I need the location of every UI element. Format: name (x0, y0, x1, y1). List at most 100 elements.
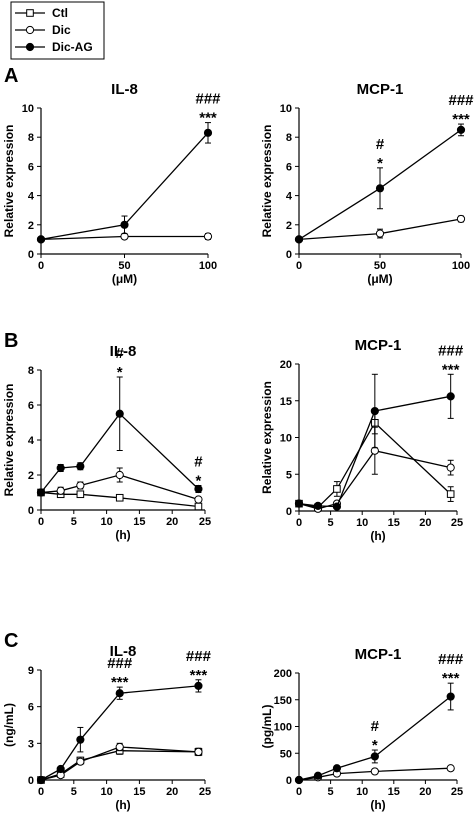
data-point (203, 128, 213, 137)
legend-marker-ctl (26, 9, 34, 17)
x-tick-label: 5 (71, 786, 77, 798)
legend-marker-dic-ag (25, 42, 35, 52)
y-tick-label: 6 (28, 400, 34, 412)
y-tick-label: 10 (280, 433, 292, 445)
y-tick-label: 4 (28, 191, 35, 203)
y-tick-label: 50 (280, 748, 292, 760)
data-point (76, 481, 85, 490)
x-tick-label: 10 (356, 517, 368, 529)
y-tick-label: 10 (280, 103, 292, 115)
data-point (76, 490, 85, 499)
data-point (375, 184, 385, 193)
x-tick-label: 25 (451, 517, 463, 529)
series-dic (36, 232, 213, 244)
x-tick-label: 20 (166, 786, 178, 798)
data-point (446, 490, 455, 498)
chart-a-mcp-1: MCP-1 0 50 100 0 2 4 6 8 10 (μM) Relative expressio… (260, 81, 474, 286)
x-axis-label: (h) (115, 798, 130, 812)
panel-labels: A B C (4, 65, 18, 652)
data-point (76, 757, 85, 766)
x-tick-label: 10 (100, 516, 112, 528)
x-tick-label: 100 (199, 260, 217, 272)
significance-label: # (371, 718, 380, 735)
legend: Ctl Dic Dic-AG (10, 1, 105, 60)
x-tick-label: 50 (118, 260, 130, 272)
y-tick-label: 150 (274, 695, 292, 707)
y-tick-label: 6 (28, 702, 34, 714)
y-tick-label: 6 (28, 161, 34, 173)
chart-b-mcp-1: MCP-1 0 5 10 15 20 25 0 5 10 15 20 (h) Relative expre… (260, 337, 464, 543)
x-tick-label: 25 (199, 516, 211, 528)
data-point (36, 775, 46, 785)
chart-title: MCP-1 (355, 646, 402, 663)
x-tick-label: 15 (388, 786, 400, 798)
y-axis-label: (ng/mL) (2, 703, 16, 747)
legend-label-dic: Dic (52, 23, 71, 37)
significance-label: ### (107, 655, 133, 672)
y-tick-label: 8 (286, 132, 292, 144)
y-axis-label: Relative expression (2, 384, 16, 497)
y-tick-label: 0 (286, 775, 292, 787)
x-tick-label: 15 (133, 786, 145, 798)
significance-label: # (116, 345, 125, 362)
y-axis-label: Relative expression (2, 125, 16, 238)
series-dic (36, 467, 203, 504)
data-point (115, 689, 124, 698)
data-point (332, 764, 342, 773)
significance-label: *** (452, 111, 470, 128)
x-tick-label: 20 (419, 786, 431, 798)
chart-title: IL-8 (110, 643, 137, 660)
significance-label: * (117, 364, 123, 381)
x-tick-label: 15 (133, 516, 145, 528)
y-tick-label: 0 (28, 775, 34, 787)
data-point (375, 229, 385, 238)
y-tick-label: 5 (286, 469, 292, 481)
data-point (194, 502, 203, 511)
significance-label: ### (186, 648, 212, 665)
data-point (194, 495, 203, 504)
chart-c-mcp-1: MCP-1 0 5 10 15 20 25 0 50 100 150 200 (h) (pg/mL) * # *… (260, 646, 464, 812)
data-point (333, 485, 341, 493)
data-point (332, 502, 342, 511)
chart-b-il-8: IL-8 0 5 10 15 20 25 0 2 4 6 8 (h) Relative expressio… (2, 343, 211, 542)
x-tick-label: 10 (356, 786, 368, 798)
significance-label: * (372, 737, 378, 754)
data-point (313, 501, 323, 510)
series-dic (36, 742, 203, 785)
x-axis-label: (h) (370, 529, 385, 543)
significance-label: ### (438, 342, 464, 359)
x-tick-label: 5 (328, 517, 334, 529)
significance-label: # (376, 136, 385, 153)
y-tick-label: 0 (286, 506, 292, 518)
y-tick-label: 6 (286, 161, 292, 173)
legend-label-dic-ag: Dic-AG (52, 40, 93, 54)
data-point (446, 392, 455, 401)
significance-label: *** (442, 361, 460, 378)
x-tick-label: 0 (296, 517, 302, 529)
y-tick-label: 8 (28, 132, 34, 144)
data-point (115, 493, 124, 502)
y-tick-label: 8 (28, 365, 34, 377)
y-tick-label: 4 (286, 191, 293, 203)
data-point (370, 752, 379, 761)
data-point (120, 220, 129, 229)
x-tick-label: 5 (328, 786, 334, 798)
data-point (456, 214, 466, 224)
x-tick-label: 100 (452, 260, 470, 272)
data-point (294, 499, 304, 508)
series-dic-ag (294, 682, 455, 785)
data-point (446, 692, 455, 701)
x-tick-label: 20 (419, 517, 431, 529)
y-tick-label: 2 (286, 220, 292, 232)
data-point (313, 771, 323, 780)
series-dic-ag (294, 373, 455, 511)
series-dic (294, 214, 466, 244)
x-tick-label: 0 (296, 786, 302, 798)
y-tick-label: 2 (28, 470, 34, 482)
significance-label: ### (195, 91, 221, 108)
y-tick-label: 0 (28, 505, 34, 517)
data-point (370, 406, 379, 416)
data-point (115, 742, 124, 752)
panel-label-a: A (4, 65, 18, 87)
